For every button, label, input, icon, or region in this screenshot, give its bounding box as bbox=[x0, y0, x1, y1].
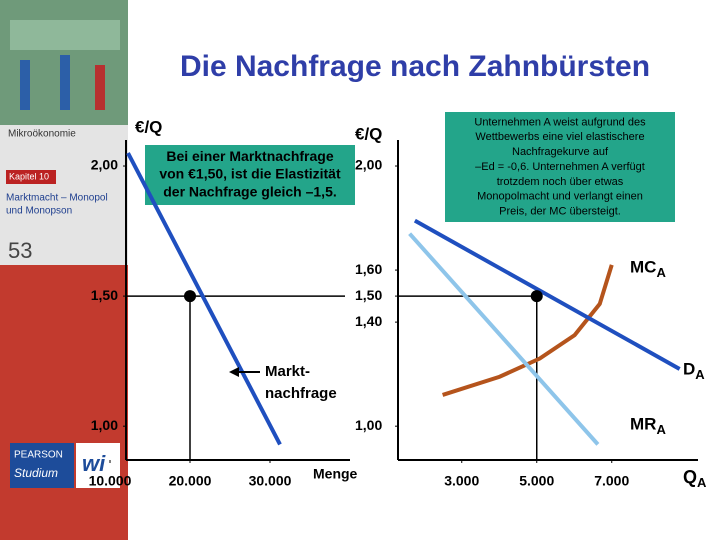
y-tick-label: 1,00 bbox=[355, 417, 382, 433]
y-axis-label: €/Q bbox=[135, 117, 162, 136]
series-line bbox=[413, 218, 681, 371]
annotation-box bbox=[145, 145, 355, 205]
annotation-text: von €1,50, ist die Elastizität bbox=[159, 166, 341, 182]
series-line bbox=[442, 264, 614, 397]
chapter: Kapitel 10 bbox=[9, 171, 49, 181]
photo-detail bbox=[20, 60, 30, 110]
chapter-box bbox=[6, 170, 56, 184]
x-axis-label-subscript: A bbox=[697, 475, 707, 490]
sidebar-red bbox=[0, 265, 128, 540]
x-tick-label: 5.000 bbox=[519, 473, 554, 489]
annotation-text: der Nachfrage gleich –1,5. bbox=[163, 183, 337, 199]
annotation-text: Monopolmacht und verlangt einen bbox=[477, 191, 643, 203]
imprint: Studium bbox=[14, 466, 58, 480]
photo-detail bbox=[60, 55, 70, 110]
x-tick-label: 30.000 bbox=[249, 473, 292, 489]
series-label-subscript: A bbox=[656, 422, 666, 437]
publisher: PEARSON bbox=[14, 450, 63, 461]
photo-detail bbox=[10, 20, 120, 50]
annotation-text: Nachfragekurve auf bbox=[512, 146, 609, 158]
annotation-text: –Ed = -0,6. Unternehmen A verfügt bbox=[475, 161, 645, 173]
photo-detail bbox=[95, 65, 105, 110]
annotation-box bbox=[445, 112, 675, 222]
annotation-text: Preis, der MC übersteigt. bbox=[499, 206, 621, 218]
annotation-text: Unternehmen A weist aufgrund des bbox=[474, 116, 646, 128]
y-tick-label: 1,50 bbox=[91, 287, 118, 303]
y-tick-label: 1,00 bbox=[91, 417, 118, 433]
logo-box bbox=[10, 443, 74, 488]
y-tick-label: 2,00 bbox=[91, 157, 118, 173]
series-label-subscript: A bbox=[656, 265, 666, 280]
y-tick-label: 2,00 bbox=[355, 157, 382, 173]
course: Mikroökonomie bbox=[8, 129, 76, 140]
y-axis-label: €/Q bbox=[355, 124, 382, 143]
series-line bbox=[408, 232, 600, 446]
series-label-subscript: A bbox=[695, 367, 705, 382]
logo: wi bbox=[82, 451, 106, 476]
x-tick-label: 10.000 bbox=[89, 473, 132, 489]
x-axis-label: Menge bbox=[313, 466, 358, 482]
series-line bbox=[126, 152, 282, 446]
x-tick-label: 20.000 bbox=[169, 473, 212, 489]
x-tick-label: 3.000 bbox=[444, 473, 479, 489]
slide-number: 53 bbox=[8, 238, 32, 263]
point bbox=[530, 290, 543, 303]
y-tick-label: 1,40 bbox=[355, 313, 382, 329]
logo-box bbox=[76, 443, 120, 488]
annotation-text: trotzdem noch über etwas bbox=[497, 176, 624, 188]
y-tick-label: 1,60 bbox=[355, 261, 382, 277]
annotation-arrowhead bbox=[229, 367, 239, 377]
series-annotation: Markt- bbox=[265, 363, 310, 380]
point bbox=[184, 290, 196, 303]
y-tick-label: 1,50 bbox=[355, 287, 382, 303]
slide-title: Die Nachfrage nach Zahnbürsten bbox=[180, 50, 650, 83]
series-annotation: nachfrage bbox=[265, 385, 337, 402]
chapter-title: Marktmacht – Monopol bbox=[6, 193, 108, 204]
annotation-text: Wettbewerbs eine viel elastischere bbox=[475, 131, 644, 143]
x-tick-label: 7.000 bbox=[594, 473, 629, 489]
annotation-text: Bei einer Marktnachfrage bbox=[166, 148, 333, 164]
chapter-title: und Monopson bbox=[6, 206, 72, 217]
